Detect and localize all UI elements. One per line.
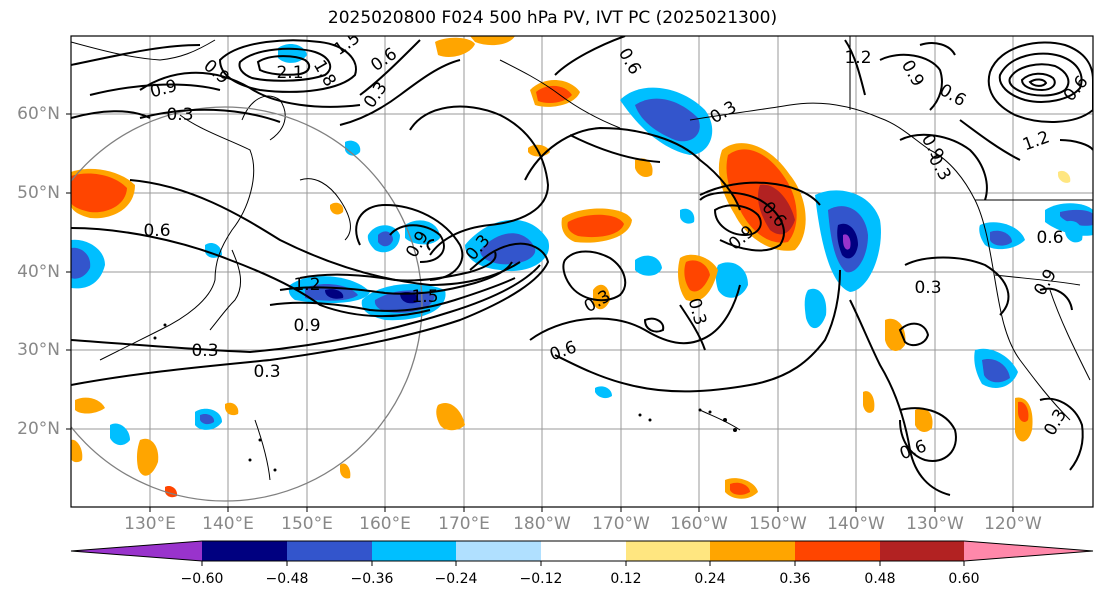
colorbar-tick-label: −0.36	[350, 571, 394, 587]
lon-label: 120°W	[984, 514, 1042, 534]
contour-label: 0.3	[191, 341, 218, 361]
contour-label: 1.2	[1020, 127, 1052, 155]
contour-label: 0.6	[547, 337, 579, 365]
colorbar-tick-label: 0.36	[779, 571, 811, 587]
colorbar-segment	[372, 541, 456, 561]
colorbar-segment	[71, 541, 202, 561]
lon-label: 130°E	[124, 514, 176, 534]
colorbar-tick-label: −0.60	[180, 571, 224, 587]
lat-label: 50°N	[17, 183, 60, 203]
contour-label: 0.6	[1060, 72, 1093, 106]
islands	[153, 323, 737, 472]
contour-label: 0.3	[914, 278, 941, 298]
contour-label: 0.6	[367, 44, 401, 76]
contour-label: 0.6	[1036, 228, 1063, 248]
lon-label: 150°W	[749, 514, 807, 534]
contour-label: 0.3	[1040, 406, 1071, 439]
contour-label: 0.3	[707, 97, 740, 128]
contour-label: 0.3	[684, 296, 710, 327]
contour-label: 0.9	[1030, 266, 1061, 299]
tick-marks	[66, 113, 1014, 512]
contour-label: 1.5	[330, 28, 364, 60]
colorbar-segment	[795, 541, 880, 561]
colorbar-segment	[880, 541, 964, 561]
colorbar-tick-label: −0.48	[265, 571, 309, 587]
contour-label: 1.2	[293, 275, 320, 295]
contour-label: 0.9	[897, 57, 928, 90]
lon-label: 160°E	[359, 514, 411, 534]
reference-circle	[71, 106, 423, 502]
ivt-contours	[71, 36, 1093, 496]
contour-label: 0.3	[360, 78, 392, 112]
lon-label: 170°W	[592, 514, 650, 534]
contour-label: 0.9	[148, 76, 179, 102]
lat-label: 60°N	[17, 104, 60, 124]
contour-label: 0.3	[166, 105, 193, 125]
contour-label-group: 0.9 0.9 0.3 0.6 1.2 0.9 0.3 0.3 1.5 0.6 …	[143, 28, 1093, 464]
contour-label: 1.2	[844, 48, 871, 68]
coastlines	[71, 36, 1093, 481]
colorbar-segment	[456, 541, 541, 561]
colorbar-segment	[710, 541, 795, 561]
lon-label: 140°W	[827, 514, 885, 534]
lat-label: 30°N	[17, 340, 60, 360]
colorbar-segment	[626, 541, 710, 561]
contour-label: 0.6	[143, 221, 170, 241]
colorbar-tick-label: −0.24	[434, 571, 478, 587]
colorbar-tick-label: −0.12	[519, 571, 563, 587]
contour-label: 0.6	[936, 80, 969, 111]
contour-label: 1.5	[411, 287, 438, 307]
contour-label: 0.6	[614, 45, 645, 78]
colorbar	[70, 540, 1094, 566]
colorbar-segment	[964, 541, 1093, 561]
lon-label: 140°E	[202, 514, 254, 534]
colorbar-segment	[202, 541, 287, 561]
lon-label: 130°W	[906, 514, 964, 534]
colorbar-segment	[287, 541, 372, 561]
contour-label: 2.1	[276, 63, 303, 83]
lon-label: 150°E	[281, 514, 333, 534]
colorbar-tick-label: 0.48	[864, 571, 896, 587]
contour-label: 0.9	[293, 316, 320, 336]
colorbar-tick-label: 0.60	[948, 571, 980, 587]
colorbar-tick-label: 0.12	[610, 571, 642, 587]
lon-label: 160°W	[670, 514, 728, 534]
map-layers: 0.9 0.9 0.3 0.6 1.2 0.9 0.3 0.3 1.5 0.6 …	[71, 28, 1093, 507]
lon-label: 180°W	[513, 514, 571, 534]
contour-label: 0.3	[253, 362, 280, 382]
colorbar-tick-label: 0.24	[694, 571, 726, 587]
chart-title: 2025020800 F024 500 hPa PV, IVT PC (2025…	[327, 8, 778, 28]
colorbar-segment	[541, 541, 626, 561]
lon-label: 170°E	[438, 514, 490, 534]
lat-label: 20°N	[17, 419, 60, 439]
lat-label: 40°N	[17, 262, 60, 282]
contour-label: 0.3	[581, 286, 614, 317]
